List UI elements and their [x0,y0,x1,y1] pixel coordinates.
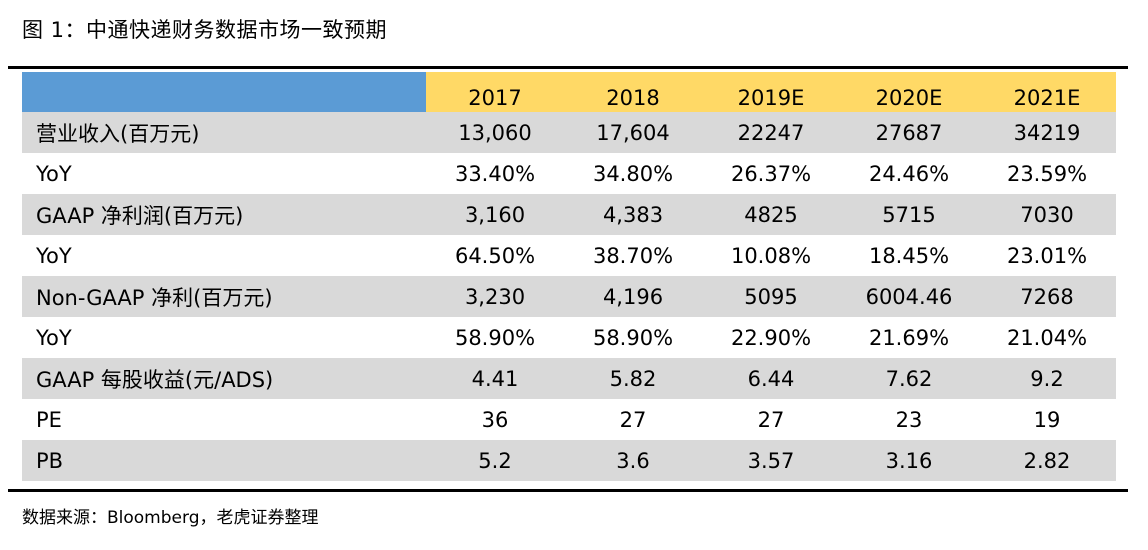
table-cell: 7268 [978,276,1116,317]
table-row: Non-GAAP 净利(百万元) 3,230 4,196 5095 6004.46 726… [22,276,1116,317]
row-label: GAAP 净利润(百万元) [22,194,426,235]
table-cell: 64.50% [426,235,564,276]
table-cell: 6.44 [702,358,840,399]
table-cell: 22247 [702,112,840,153]
row-label: Non-GAAP 净利(百万元) [22,276,426,317]
table-row: 营业收入(百万元) 13,060 17,604 22247 27687 34219 [22,112,1116,153]
table-cell: 34.80% [564,153,702,194]
table-cell: 22.90% [702,317,840,358]
row-label: 营业收入(百万元) [22,112,426,153]
table-cell: 27 [564,399,702,440]
table-row: GAAP 每股收益(元/ADS) 4.41 5.82 6.44 7.62 9.2 [22,358,1116,399]
top-rule [8,66,1128,69]
row-label: PB [22,440,426,481]
table-cell: 18.45% [840,235,978,276]
table-cell: 38.70% [564,235,702,276]
table-cell: 5.82 [564,358,702,399]
header-row: 2017 2018 2019E 2020E 2021E [22,72,1116,112]
table-cell: 7030 [978,194,1116,235]
table-cell: 27687 [840,112,978,153]
table-cell: 13,060 [426,112,564,153]
table-cell: 34219 [978,112,1116,153]
header-year: 2018 [564,72,702,112]
table-cell: 2.82 [978,440,1116,481]
table-cell: 9.2 [978,358,1116,399]
table-cell: 7.62 [840,358,978,399]
table-cell: 3,230 [426,276,564,317]
table-cell: 3,160 [426,194,564,235]
table-cell: 36 [426,399,564,440]
row-label: YoY [22,153,426,194]
table-row: PE 36 27 27 23 19 [22,399,1116,440]
figure-title: 图 1：中通快递财务数据市场一致预期 [22,18,388,42]
bottom-rule [8,489,1128,492]
table-row: YoY 33.40% 34.80% 26.37% 24.46% 23.59% [22,153,1116,194]
table-cell: 17,604 [564,112,702,153]
header-year: 2021E [978,72,1116,112]
table-cell: 3.57 [702,440,840,481]
table-cell: 21.69% [840,317,978,358]
table-cell: 5.2 [426,440,564,481]
table-cell: 27 [702,399,840,440]
financial-table: 2017 2018 2019E 2020E 2021E 营业收入(百万元) 13,… [22,72,1116,481]
header-corner [22,72,426,112]
table-cell: 19 [978,399,1116,440]
row-label: GAAP 每股收益(元/ADS) [22,358,426,399]
table-cell: 4,196 [564,276,702,317]
table-cell: 23.01% [978,235,1116,276]
table-cell: 33.40% [426,153,564,194]
table-cell: 58.90% [564,317,702,358]
table-row: PB 5.2 3.6 3.57 3.16 2.82 [22,440,1116,481]
table-cell: 4.41 [426,358,564,399]
row-label: YoY [22,317,426,358]
table-cell: 4825 [702,194,840,235]
table-cell: 58.90% [426,317,564,358]
table-cell: 4,383 [564,194,702,235]
table-cell: 21.04% [978,317,1116,358]
table-row: YoY 64.50% 38.70% 10.08% 18.45% 23.01% [22,235,1116,276]
source-note: 数据来源：Bloomberg，老虎证券整理 [22,508,319,528]
table-cell: 23.59% [978,153,1116,194]
row-label: PE [22,399,426,440]
table-row: GAAP 净利润(百万元) 3,160 4,383 4825 5715 7030 [22,194,1116,235]
row-label: YoY [22,235,426,276]
table-cell: 26.37% [702,153,840,194]
table-cell: 23 [840,399,978,440]
header-year: 2017 [426,72,564,112]
table-cell: 6004.46 [840,276,978,317]
table-cell: 3.16 [840,440,978,481]
table-cell: 3.6 [564,440,702,481]
table-row: YoY 58.90% 58.90% 22.90% 21.69% 21.04% [22,317,1116,358]
table-cell: 10.08% [702,235,840,276]
header-year: 2020E [840,72,978,112]
table-cell: 24.46% [840,153,978,194]
table-cell: 5095 [702,276,840,317]
header-year: 2019E [702,72,840,112]
table-cell: 5715 [840,194,978,235]
